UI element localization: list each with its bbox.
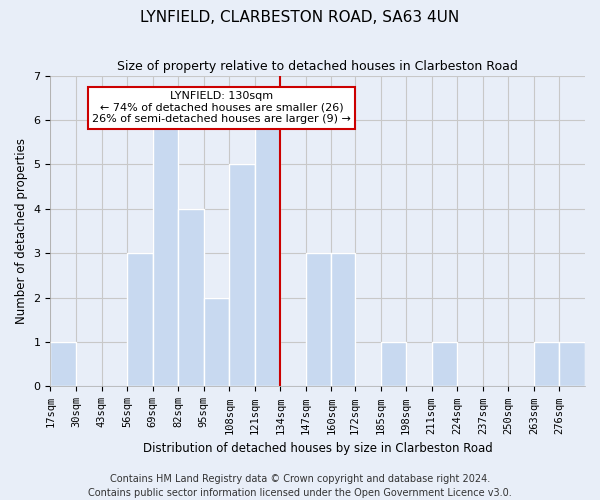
Bar (331, 253, 355, 386)
Bar (431, 342, 457, 386)
Bar (380, 342, 406, 386)
Bar (152, 120, 178, 386)
Bar (255, 120, 280, 386)
Bar (127, 253, 152, 386)
Bar (178, 209, 204, 386)
Bar (229, 164, 255, 386)
X-axis label: Distribution of detached houses by size in Clarbeston Road: Distribution of detached houses by size … (143, 442, 493, 455)
Bar (204, 298, 229, 386)
Title: Size of property relative to detached houses in Clarbeston Road: Size of property relative to detached ho… (117, 60, 518, 73)
Bar (306, 253, 331, 386)
Text: LYNFIELD: 130sqm
← 74% of detached houses are smaller (26)
26% of semi-detached : LYNFIELD: 130sqm ← 74% of detached house… (92, 91, 351, 124)
Text: LYNFIELD, CLARBESTON ROAD, SA63 4UN: LYNFIELD, CLARBESTON ROAD, SA63 4UN (140, 10, 460, 25)
Bar (559, 342, 585, 386)
Bar (50, 342, 76, 386)
Y-axis label: Number of detached properties: Number of detached properties (15, 138, 28, 324)
Bar (534, 342, 559, 386)
Text: Contains HM Land Registry data © Crown copyright and database right 2024.
Contai: Contains HM Land Registry data © Crown c… (88, 474, 512, 498)
